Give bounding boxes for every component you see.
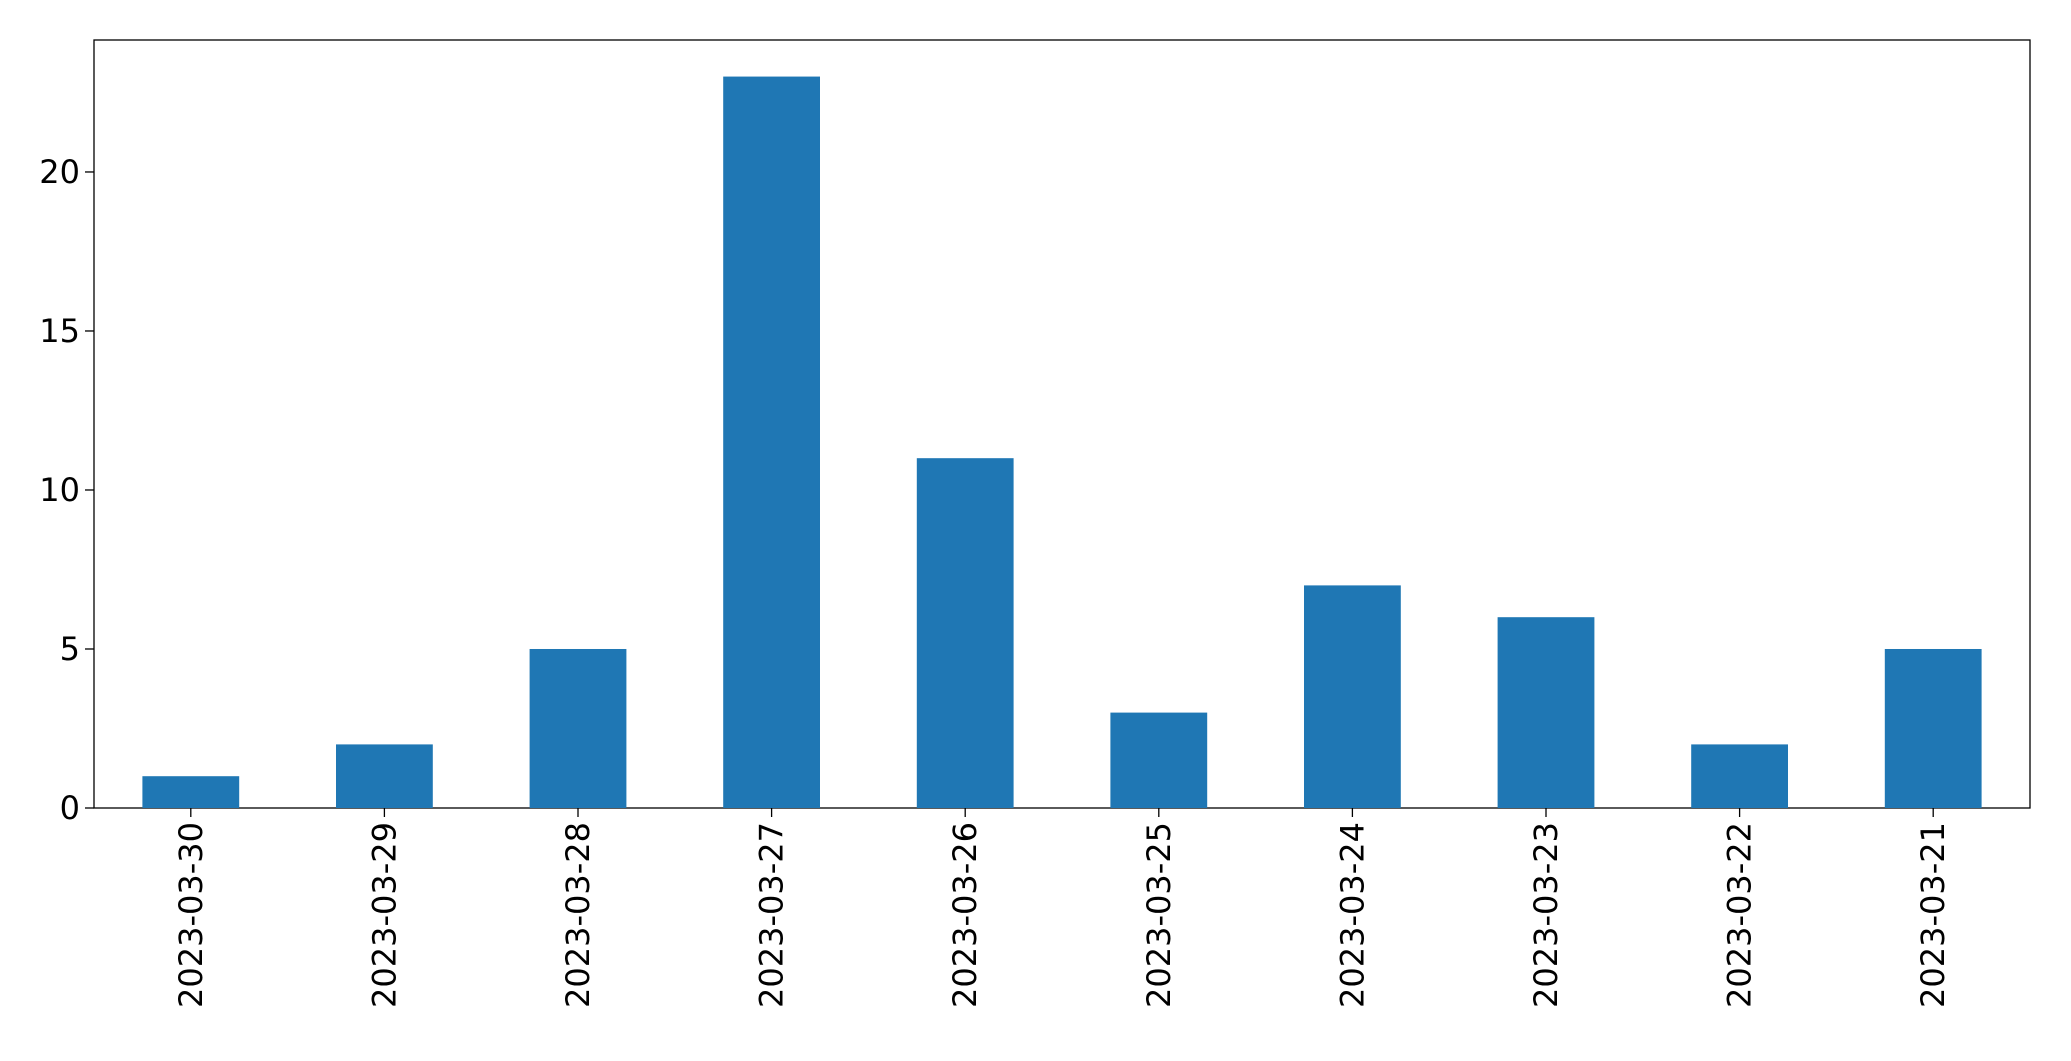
x-tick-label: 2023-03-28 [559,822,597,1008]
bar [142,776,240,808]
x-tick-label: 2023-03-26 [946,822,984,1008]
x-tick-label: 2023-03-30 [172,822,210,1008]
bar [1304,585,1401,808]
y-tick-label: 15 [39,312,80,350]
bar [1884,648,1982,808]
y-tick-label: 10 [39,471,80,509]
x-tick-label: 2023-03-29 [365,822,403,1008]
bar [529,648,627,808]
x-tick-label: 2023-03-27 [753,822,791,1008]
bar [1691,744,1788,808]
x-tick-label: 2023-03-25 [1140,822,1178,1008]
bar [1497,617,1595,808]
x-tick-label: 2023-03-24 [1333,822,1371,1008]
x-tick-label: 2023-03-23 [1527,822,1565,1008]
bar [336,744,433,808]
y-tick-label: 5 [60,630,80,668]
plot-frame [93,39,2031,809]
bar [723,76,820,809]
y-tick-label: 20 [39,153,80,191]
y-tick-label: 0 [60,789,80,827]
bar [1110,712,1208,808]
x-tick-label: 2023-03-21 [1914,822,1952,1008]
x-tick-label: 2023-03-22 [1721,822,1759,1008]
bar [916,458,1014,808]
